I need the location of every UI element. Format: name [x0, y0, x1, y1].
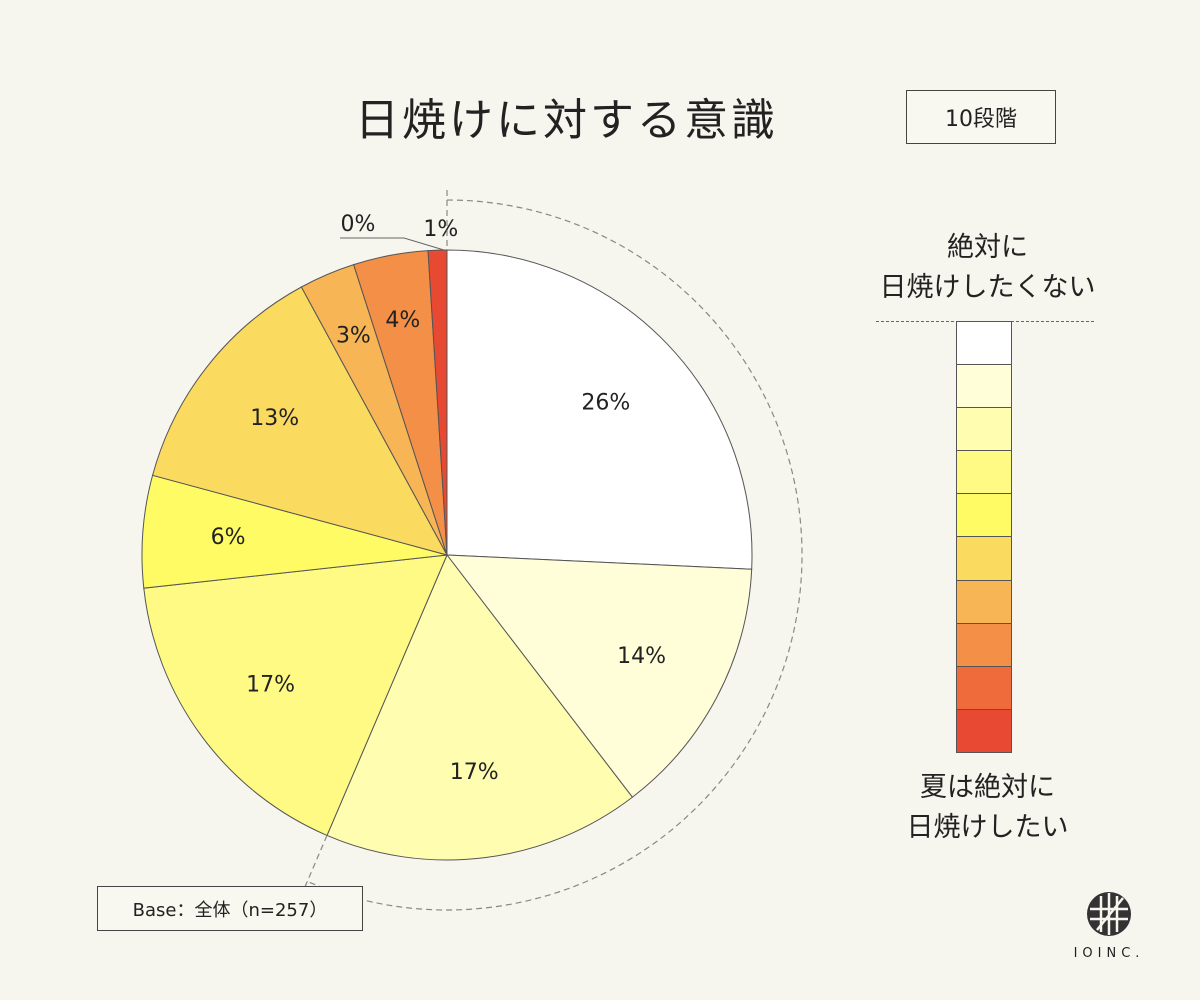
legend-swatch-9 — [957, 666, 1011, 710]
legend-swatch-10 — [957, 709, 1011, 752]
pie-slice-9 — [427, 249, 448, 556]
hash-logo-icon — [1087, 892, 1131, 936]
legend-top-line1: 絶対に — [947, 232, 1028, 263]
legend-swatch-7 — [957, 580, 1011, 624]
pie-slice-3 — [326, 554, 634, 861]
legend-swatch-3 — [957, 408, 1011, 452]
chart-title: 日焼けに対する意識 — [355, 95, 778, 146]
pie-labels: 26% 14% 17% 17% 6% 13% 3% 4% 1% 0% — [211, 212, 666, 785]
slice-label-7: 3% — [336, 323, 371, 348]
legend-swatch-4 — [957, 451, 1011, 495]
pie-slice-1 — [446, 249, 753, 570]
slice-label-2: 14% — [617, 644, 666, 669]
scale-badge: 10段階 — [906, 90, 1056, 144]
legend-bottom-line1: 夏は絶対に — [920, 772, 1055, 803]
legend-swatch-5 — [957, 494, 1011, 538]
legend-top-label: 絶対に 日焼けしたくない — [860, 228, 1115, 308]
pie-slice-2 — [445, 554, 753, 798]
company-logo: IOINC. — [1064, 890, 1154, 961]
legend-color-scale — [956, 321, 1012, 753]
slice-label-9: 1% — [423, 217, 458, 242]
slice-label-8: 4% — [385, 308, 420, 333]
slice-label-5: 6% — [211, 525, 246, 550]
legend-top-line2: 日焼けしたくない — [879, 272, 1096, 303]
slice-label-1: 26% — [581, 390, 630, 415]
pie-slice-6 — [151, 286, 448, 556]
zero-percent-leader-line — [340, 237, 445, 251]
legend-swatch-1 — [957, 322, 1011, 366]
legend-swatch-8 — [957, 623, 1011, 667]
legend-bottom-line2: 日焼けしたい — [906, 812, 1069, 843]
slice-label-10: 0% — [341, 212, 376, 237]
base-note: Base：全体（n=257） — [97, 886, 363, 931]
legend-swatch-2 — [957, 365, 1011, 409]
slice-label-6: 13% — [250, 406, 299, 431]
legend-swatch-6 — [957, 537, 1011, 581]
pie-slices — [141, 249, 753, 861]
slice-label-4: 17% — [246, 673, 295, 698]
slice-label-3: 17% — [450, 760, 499, 785]
logo-text: IOINC. — [1073, 946, 1145, 961]
pie-slice-4 — [143, 554, 448, 837]
legend-bottom-label: 夏は絶対に 日焼けしたい — [860, 768, 1115, 848]
